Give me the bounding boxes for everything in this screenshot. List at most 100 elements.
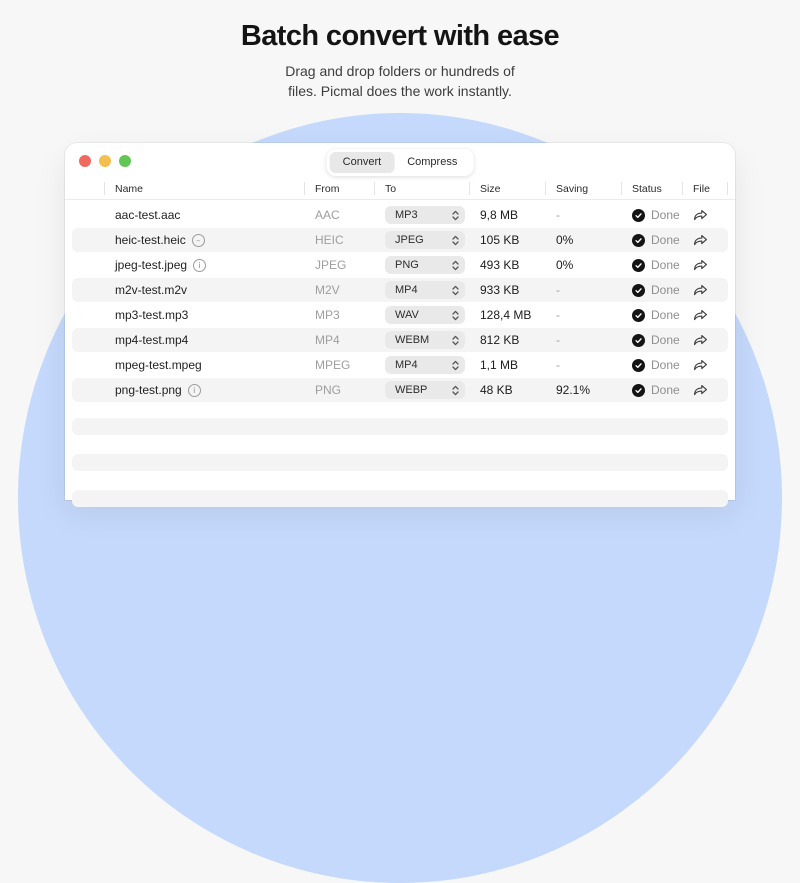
- saving-percent: -: [556, 208, 560, 222]
- close-window-button[interactable]: [79, 155, 91, 167]
- target-format-cell: WEBM: [385, 331, 480, 349]
- share-file-button[interactable]: [693, 284, 708, 297]
- file-action-cell: [693, 309, 728, 322]
- table-row: heic-test.heic – HEIC JPEG 105 KB 0% Don…: [72, 228, 728, 252]
- file-table-body: aac-test.aac AAC MP3 9,8 MB - Done: [65, 203, 735, 402]
- file-name: aac-test.aac: [115, 208, 181, 222]
- share-file-button[interactable]: [693, 309, 708, 322]
- check-circle-icon: [632, 233, 645, 247]
- share-arrow-icon: [694, 284, 707, 295]
- file-action-cell: [693, 334, 728, 347]
- table-row: mp3-test.mp3 MP3 WAV 128,4 MB - Done: [72, 303, 728, 327]
- target-format-cell: JPEG: [385, 231, 480, 249]
- target-format-value: PNG: [395, 259, 419, 271]
- check-circle-icon: [632, 333, 645, 347]
- window-titlebar: Convert Compress: [65, 143, 735, 179]
- info-circle-icon: i: [187, 383, 201, 397]
- empty-row-placeholders: [65, 418, 735, 507]
- empty-placeholder-row: [72, 418, 728, 435]
- minimize-window-button[interactable]: [99, 155, 111, 167]
- target-format-dropdown[interactable]: WAV: [385, 306, 465, 324]
- share-file-button[interactable]: [693, 259, 708, 272]
- status-cell: Done: [632, 283, 693, 297]
- share-arrow-icon: [694, 234, 707, 245]
- file-name: jpeg-test.jpeg: [115, 258, 188, 272]
- target-format-value: WEBM: [395, 334, 430, 346]
- mode-segmented-control: Convert Compress: [326, 149, 474, 177]
- up-down-chevrons-icon: [452, 285, 459, 295]
- file-size: 933 KB: [480, 283, 520, 297]
- status-cell: Done: [632, 208, 693, 222]
- target-format-cell: PNG: [385, 256, 480, 274]
- target-format-dropdown[interactable]: PNG: [385, 256, 465, 274]
- file-name-cell: heic-test.heic –: [115, 233, 315, 247]
- minus-circle-icon: –: [191, 233, 205, 247]
- table-row: jpeg-test.jpeg i JPEG PNG 493 KB 0% Done: [72, 253, 728, 277]
- zoom-window-button[interactable]: [119, 155, 131, 167]
- up-down-chevrons-icon: [452, 335, 459, 345]
- up-down-chevrons-icon: [452, 360, 459, 370]
- status-label: Done: [651, 208, 680, 222]
- share-file-button[interactable]: [693, 384, 708, 397]
- tab-convert[interactable]: Convert: [329, 152, 395, 174]
- column-header-saving: Saving: [545, 182, 632, 195]
- check-circle-icon: [632, 208, 645, 222]
- file-action-cell: [693, 234, 728, 247]
- source-format: PNG: [315, 383, 342, 397]
- source-format: MP4: [315, 333, 340, 347]
- target-format-cell: MP4: [385, 281, 480, 299]
- file-action-cell: [693, 259, 728, 272]
- target-format-dropdown[interactable]: JPEG: [385, 231, 465, 249]
- page-title: Batch convert with ease: [240, 20, 560, 52]
- column-header-file: File: [682, 182, 735, 195]
- target-format-cell: WEBP: [385, 381, 480, 399]
- saving-percent: 0%: [556, 233, 574, 247]
- up-down-chevrons-icon: [452, 235, 459, 245]
- source-format: AAC: [315, 208, 340, 222]
- file-size: 105 KB: [480, 233, 520, 247]
- column-header-from: From: [304, 182, 385, 195]
- status-label: Done: [651, 358, 680, 372]
- target-format-dropdown[interactable]: MP4: [385, 356, 465, 374]
- status-label: Done: [651, 383, 680, 397]
- target-format-dropdown[interactable]: WEBM: [385, 331, 465, 349]
- share-file-button[interactable]: [693, 234, 708, 247]
- table-header: Name From To Size Saving Status File: [65, 179, 735, 200]
- status-cell: Done: [632, 383, 693, 397]
- share-file-button[interactable]: [693, 209, 708, 222]
- table-row: mpeg-test.mpeg MPEG MP4 1,1 MB - Done: [72, 353, 728, 377]
- file-name: mp4-test.mp4: [115, 333, 189, 347]
- up-down-chevrons-icon: [452, 310, 459, 320]
- target-format-value: MP4: [395, 359, 418, 371]
- check-circle-icon: [632, 383, 645, 397]
- target-format-cell: MP4: [385, 356, 480, 374]
- target-format-dropdown[interactable]: MP3: [385, 206, 465, 224]
- target-format-dropdown[interactable]: WEBP: [385, 381, 465, 399]
- file-name-cell: mpeg-test.mpeg: [115, 358, 315, 372]
- status-label: Done: [651, 333, 680, 347]
- file-action-cell: [693, 359, 728, 372]
- app-window: Convert Compress Name From To Size Savin…: [65, 143, 735, 507]
- column-header-to: To: [374, 182, 480, 195]
- saving-percent: -: [556, 333, 560, 347]
- file-name: m2v-test.m2v: [115, 283, 188, 297]
- share-file-button[interactable]: [693, 334, 708, 347]
- source-format: HEIC: [315, 233, 344, 247]
- file-size: 812 KB: [480, 333, 520, 347]
- up-down-chevrons-icon: [452, 385, 459, 395]
- file-name-cell: png-test.png i: [115, 383, 315, 397]
- tab-compress[interactable]: Compress: [394, 152, 470, 173]
- status-cell: Done: [632, 358, 693, 372]
- target-format-dropdown[interactable]: MP4: [385, 281, 465, 299]
- status-label: Done: [651, 233, 680, 247]
- file-action-cell: [693, 384, 728, 397]
- file-action-cell: [693, 284, 728, 297]
- table-row: aac-test.aac AAC MP3 9,8 MB - Done: [72, 203, 728, 227]
- saving-percent: 92.1%: [556, 383, 591, 397]
- file-name-cell: m2v-test.m2v: [115, 283, 315, 297]
- target-format-value: JPEG: [395, 234, 424, 246]
- target-format-value: MP3: [395, 209, 418, 221]
- share-file-button[interactable]: [693, 359, 708, 372]
- file-size: 493 KB: [480, 258, 520, 272]
- file-name: heic-test.heic: [115, 233, 186, 247]
